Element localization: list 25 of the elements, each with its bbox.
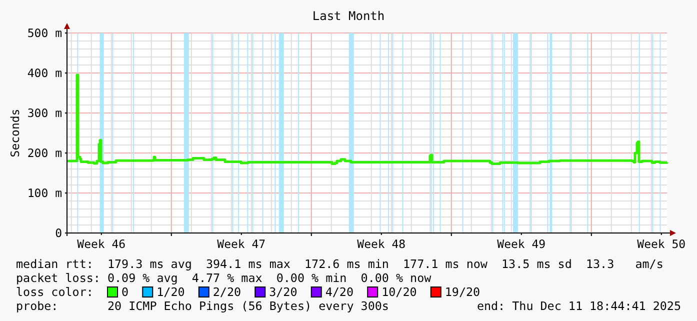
text: end: Thu Dec 11 18:44:41 2025 (476, 299, 681, 313)
text: median rtt: 179.3 ms avg 394.1 ms max 172.6 ms min 177.1 ms now 13.5 ms sd 13.3 am/s (16, 257, 664, 271)
y-tick-label: 400 m (27, 66, 62, 80)
y-tick-label: 100 m (27, 186, 62, 200)
text: 4/20 (325, 285, 354, 299)
text: 19/20 (444, 285, 480, 299)
y-tick-label: 0 (55, 226, 62, 240)
x-tick-label: Week 48 (357, 237, 406, 251)
x-tick-label: Week 50 (637, 237, 686, 251)
text: 3/20 (269, 285, 298, 299)
text: 2/20 (212, 285, 242, 299)
x-tick-label: Week 46 (77, 237, 126, 251)
text: loss color: (16, 285, 94, 299)
text: packet loss: 0.09 % avg 4.77 % max 0.00 % min 0.00 % now (16, 271, 432, 285)
y-axis-title: Seconds (8, 108, 22, 158)
x-tick-label: Week 49 (497, 237, 546, 251)
y-tick-label: 500 m (27, 26, 62, 40)
chart-title: Last Month (312, 9, 385, 23)
text: probe: 20 ICMP Echo Pings (56 Bytes) every 300s (16, 299, 389, 313)
y-tick-label: 300 m (27, 106, 62, 120)
text: 10/20 (382, 285, 417, 299)
text: 1/20 (156, 285, 185, 299)
y-tick-label: 200 m (27, 146, 62, 160)
text: 0 (122, 285, 129, 299)
x-tick-label: Week 47 (217, 237, 266, 251)
